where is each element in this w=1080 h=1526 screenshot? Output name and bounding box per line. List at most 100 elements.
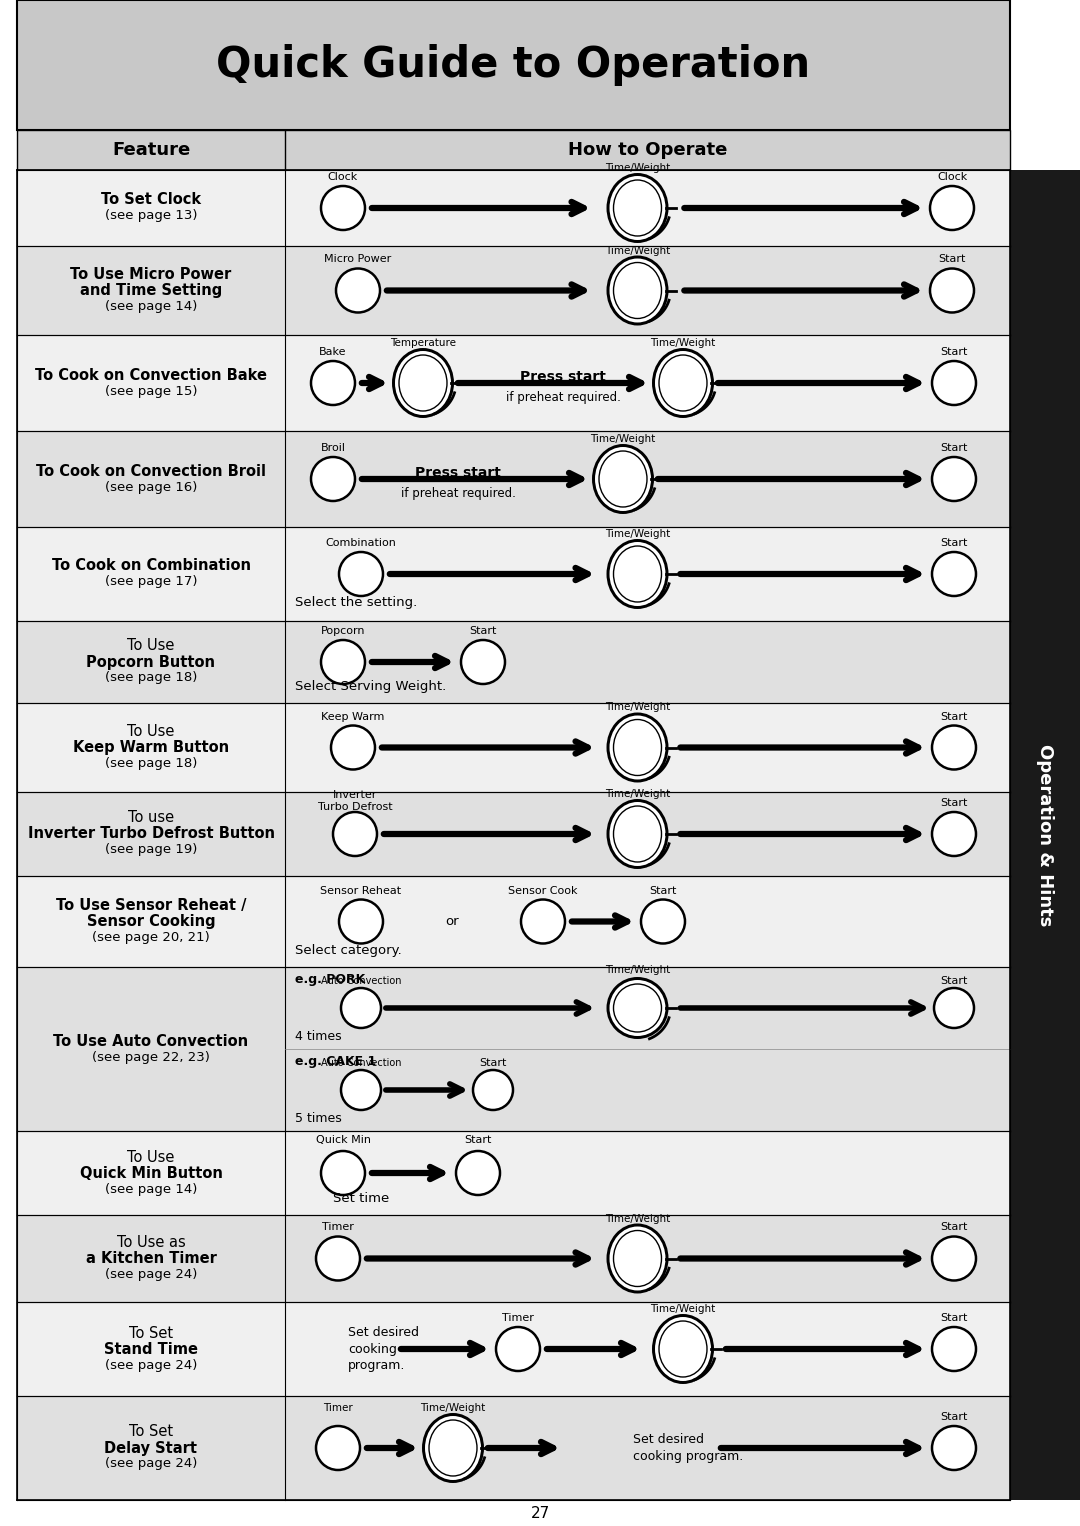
Circle shape (311, 456, 355, 501)
Ellipse shape (609, 980, 665, 1036)
Text: Sensor Reheat: Sensor Reheat (321, 885, 402, 896)
Text: To Use: To Use (127, 1149, 175, 1164)
Ellipse shape (595, 447, 651, 511)
Text: Start: Start (941, 1412, 968, 1422)
Text: Start: Start (480, 1058, 507, 1068)
Ellipse shape (429, 1421, 477, 1476)
Text: Bake: Bake (320, 346, 347, 357)
Circle shape (311, 362, 355, 404)
Bar (17, 169, 1010, 246)
Text: Keep Warm Button: Keep Warm Button (73, 740, 229, 755)
Text: (see page 24): (see page 24) (105, 1268, 198, 1280)
Circle shape (521, 899, 565, 943)
Text: Start: Start (470, 626, 497, 636)
Circle shape (934, 987, 974, 1029)
Circle shape (932, 812, 976, 856)
Text: Inverter: Inverter (333, 790, 377, 800)
Text: (see page 22, 23): (see page 22, 23) (92, 1050, 210, 1064)
Text: (see page 13): (see page 13) (105, 209, 198, 223)
Text: Timer: Timer (502, 1312, 534, 1323)
Bar (17, 1131, 1010, 1215)
Text: Start: Start (941, 711, 968, 722)
Circle shape (339, 899, 383, 943)
Text: Quick Min Button: Quick Min Button (80, 1166, 222, 1181)
Text: Set time: Set time (333, 1192, 389, 1206)
Text: e.g. PORK: e.g. PORK (295, 974, 365, 986)
Text: Press start: Press start (415, 465, 501, 481)
Text: Time/Weight: Time/Weight (420, 1402, 486, 1413)
Ellipse shape (613, 984, 661, 1032)
Text: (see page 16): (see page 16) (105, 481, 198, 493)
Text: e.g. CAKE 1: e.g. CAKE 1 (295, 1054, 376, 1068)
Text: To Use: To Use (127, 638, 175, 653)
Ellipse shape (422, 1413, 484, 1483)
Text: Start: Start (941, 539, 968, 548)
Text: a Kitchen Timer: a Kitchen Timer (85, 1251, 216, 1267)
Ellipse shape (399, 356, 447, 410)
Circle shape (316, 1236, 360, 1280)
Bar (17, 246, 1010, 336)
Ellipse shape (609, 258, 665, 322)
Ellipse shape (652, 1314, 714, 1384)
Text: Start: Start (941, 1312, 968, 1323)
Circle shape (932, 1425, 976, 1470)
Text: (see page 24): (see page 24) (105, 1358, 198, 1372)
Ellipse shape (607, 255, 669, 325)
Bar (17, 621, 1010, 703)
Text: Inverter Turbo Defrost Button: Inverter Turbo Defrost Button (27, 827, 274, 841)
Text: (see page 24): (see page 24) (105, 1457, 198, 1471)
Text: To Use Sensor Reheat /: To Use Sensor Reheat / (56, 897, 246, 913)
Text: Time/Weight: Time/Weight (591, 433, 656, 444)
Text: To use: To use (127, 810, 174, 826)
Circle shape (461, 639, 505, 684)
Text: To Set Clock: To Set Clock (100, 192, 201, 208)
Circle shape (930, 186, 974, 230)
Bar (17, 1302, 1010, 1396)
Circle shape (932, 362, 976, 404)
Text: To Use: To Use (127, 723, 175, 739)
Circle shape (333, 812, 377, 856)
Ellipse shape (395, 351, 451, 415)
Text: Time/Weight: Time/Weight (605, 1213, 670, 1224)
Text: Select category.: Select category. (295, 945, 402, 957)
Text: Timer: Timer (322, 1222, 354, 1233)
Ellipse shape (609, 1227, 665, 1291)
Text: (see page 15): (see page 15) (105, 385, 198, 397)
Text: 4 times: 4 times (295, 1030, 341, 1042)
Bar (17, 703, 1010, 792)
Text: (see page 18): (see page 18) (105, 757, 198, 771)
Ellipse shape (613, 262, 661, 319)
Ellipse shape (613, 546, 661, 601)
Ellipse shape (607, 977, 669, 1039)
Circle shape (642, 899, 685, 943)
Text: To Set: To Set (129, 1326, 173, 1340)
Text: Popcorn: Popcorn (321, 626, 365, 636)
Bar (17, 130, 1010, 169)
Bar (17, 336, 1010, 430)
Text: To Use Auto Convection: To Use Auto Convection (53, 1033, 248, 1048)
Circle shape (316, 1425, 360, 1470)
Circle shape (932, 1236, 976, 1280)
Text: (see page 17): (see page 17) (105, 575, 198, 589)
Ellipse shape (613, 806, 661, 862)
Ellipse shape (613, 1230, 661, 1286)
Text: Select the setting.: Select the setting. (295, 597, 417, 609)
Ellipse shape (609, 175, 665, 240)
Bar (17, 430, 1010, 526)
Bar (17, 526, 1010, 621)
Circle shape (932, 552, 976, 597)
Text: Time/Weight: Time/Weight (605, 702, 670, 713)
Ellipse shape (607, 539, 669, 609)
Text: Start: Start (941, 346, 968, 357)
Text: Clock: Clock (936, 172, 967, 182)
Bar (1010, 169, 1080, 1500)
Circle shape (321, 639, 365, 684)
Text: To Use Micro Power: To Use Micro Power (70, 267, 231, 282)
Ellipse shape (613, 719, 661, 775)
Text: Set desired
cooking
program.: Set desired cooking program. (348, 1326, 419, 1372)
Circle shape (496, 1328, 540, 1370)
Text: Time/Weight: Time/Weight (605, 964, 670, 975)
Circle shape (330, 725, 375, 769)
Text: and Time Setting: and Time Setting (80, 282, 222, 298)
Text: Turbo Defrost: Turbo Defrost (318, 803, 392, 812)
